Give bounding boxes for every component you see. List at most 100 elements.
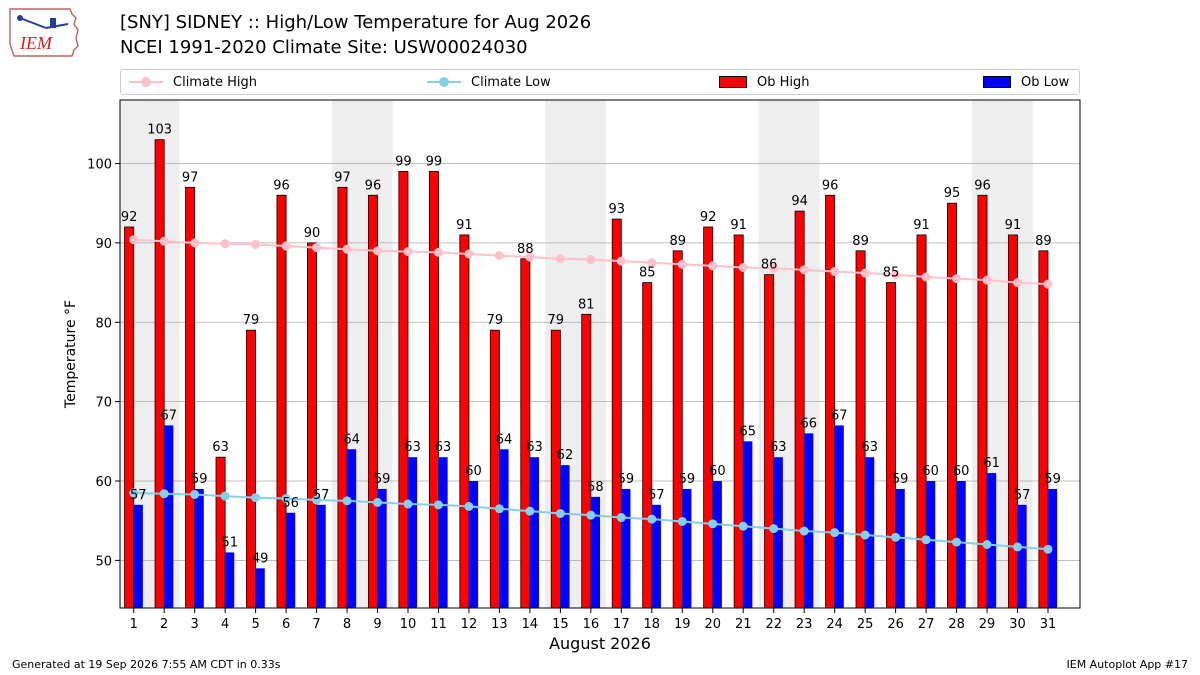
x-tick-label-22: 22 [765, 617, 782, 632]
y-tick-label-50: 50 [95, 554, 112, 569]
ob-low-bar-28 [956, 481, 966, 608]
ob-high-bar-15 [550, 329, 561, 609]
climate-low-point-7 [312, 495, 322, 505]
climate-low-point-17 [616, 513, 626, 523]
climate-high-point-15 [555, 254, 565, 264]
ob-high-label-27: 91 [913, 218, 930, 233]
ob-high-label-4: 63 [212, 440, 229, 455]
ob-low-label-31: 59 [1044, 472, 1061, 487]
x-tick-label-20: 20 [704, 617, 721, 632]
climate-high-point-8 [342, 244, 352, 254]
x-tick-label-28: 28 [948, 617, 965, 632]
y-axis-label: Temperature °F [63, 300, 79, 409]
x-axis-label: August 2026 [549, 634, 651, 653]
logo-text: IEM [19, 33, 53, 53]
ob-high-bar-1 [124, 226, 135, 609]
ob-high-label-29: 96 [974, 178, 991, 193]
ob-high-label-2: 103 [147, 123, 172, 138]
x-tick-label-2: 2 [160, 617, 168, 632]
ob-low-bar-9 [377, 488, 387, 608]
climate-high-point-23 [799, 265, 809, 275]
ob-high-label-23: 94 [791, 194, 808, 209]
ob-high-label-10: 99 [395, 154, 412, 169]
x-tick-label-15: 15 [552, 617, 569, 632]
ob-low-bar-26 [895, 488, 905, 608]
y-tick-label-100: 100 [87, 158, 112, 173]
climate-high-point-5 [251, 239, 261, 249]
ob-low-bar-15 [560, 465, 570, 608]
legend-swatch-climate-high [129, 77, 163, 87]
climate-low-point-23 [799, 526, 809, 536]
ob-low-label-22: 63 [770, 440, 787, 455]
ob-high-bar-28 [947, 202, 957, 609]
climate-high-point-18 [647, 258, 657, 268]
bars [124, 139, 1058, 609]
climate-low-point-2 [159, 489, 169, 499]
legend-item-ob-low: Ob Low [983, 70, 1069, 94]
ob-high-bar-9 [367, 194, 378, 609]
ob-low-label-17: 59 [618, 472, 635, 487]
ob-high-bar-26 [886, 282, 897, 609]
ob-high-bar-20 [703, 226, 714, 609]
legend-label-ob-low: Ob Low [1021, 74, 1070, 90]
x-tick-label-4: 4 [221, 617, 229, 632]
ob-high-bar-5 [246, 329, 257, 609]
climate-high-point-28 [952, 274, 962, 284]
ob-low-label-8: 64 [343, 432, 360, 447]
ob-low-label-13: 64 [496, 432, 513, 447]
x-tick-label-9: 9 [373, 617, 381, 632]
x-tick-label-21: 21 [735, 617, 752, 632]
climate-low-point-9 [373, 497, 383, 507]
ob-low-bar-7 [316, 504, 326, 608]
ob-high-bar-31 [1038, 250, 1049, 609]
ob-low-bar-5 [255, 568, 265, 608]
x-tick-label-30: 30 [1009, 617, 1026, 632]
x-tick-label-8: 8 [343, 617, 351, 632]
ob-low-label-19: 59 [679, 472, 696, 487]
ob-high-label-22: 86 [761, 258, 778, 273]
ob-low-bar-19 [682, 488, 692, 608]
ob-low-label-3: 59 [191, 472, 208, 487]
ob-high-bar-3 [185, 186, 196, 609]
x-tick-label-14: 14 [522, 617, 539, 632]
ob-low-label-26: 59 [892, 472, 909, 487]
x-tick-label-6: 6 [282, 617, 290, 632]
ob-low-label-29: 61 [983, 456, 1000, 471]
climate-high-point-12 [464, 249, 474, 259]
climate-low-point-13 [494, 504, 504, 514]
climate-lines [129, 235, 1053, 554]
climate-high-point-20 [708, 261, 718, 271]
ob-low-label-1: 57 [130, 488, 147, 503]
ob-low-label-30: 57 [1014, 488, 1031, 503]
ob-high-bar-10 [398, 171, 409, 609]
ob-high-bar-24 [825, 194, 836, 609]
ob-low-label-9: 59 [374, 472, 391, 487]
ob-high-bar-13 [489, 329, 500, 609]
ob-high-label-30: 91 [1005, 218, 1022, 233]
climate-high-point-24 [830, 266, 840, 276]
ob-low-bar-3 [194, 488, 204, 608]
climate-high-point-17 [616, 256, 626, 266]
climate-high-point-22 [769, 263, 779, 273]
climate-high-point-14 [525, 252, 535, 262]
climate-high-point-1 [129, 235, 139, 245]
x-tick-label-19: 19 [674, 617, 691, 632]
legend-item-ob-high: Ob High [719, 70, 810, 94]
iem-logo: IEM [9, 8, 79, 57]
chart-subtitle: NCEI 1991-2020 Climate Site: USW00024030 [120, 37, 528, 58]
ob-low-bar-30 [1017, 504, 1027, 608]
climate-high-point-13 [494, 251, 504, 261]
ob-high-bar-11 [428, 171, 439, 609]
ob-high-label-1: 92 [121, 210, 138, 225]
climate-low-point-20 [708, 519, 718, 529]
ob-high-label-13: 79 [487, 313, 504, 328]
y-tick-label-90: 90 [95, 237, 112, 252]
climate-high-point-9 [373, 246, 383, 256]
ob-low-bar-29 [987, 473, 997, 608]
climate-low-point-28 [952, 537, 962, 547]
legend-label-climate-low: Climate Low [471, 74, 551, 90]
ob-high-bar-7 [307, 242, 317, 609]
ob-low-label-18: 57 [648, 488, 665, 503]
ob-low-label-23: 66 [800, 416, 817, 431]
